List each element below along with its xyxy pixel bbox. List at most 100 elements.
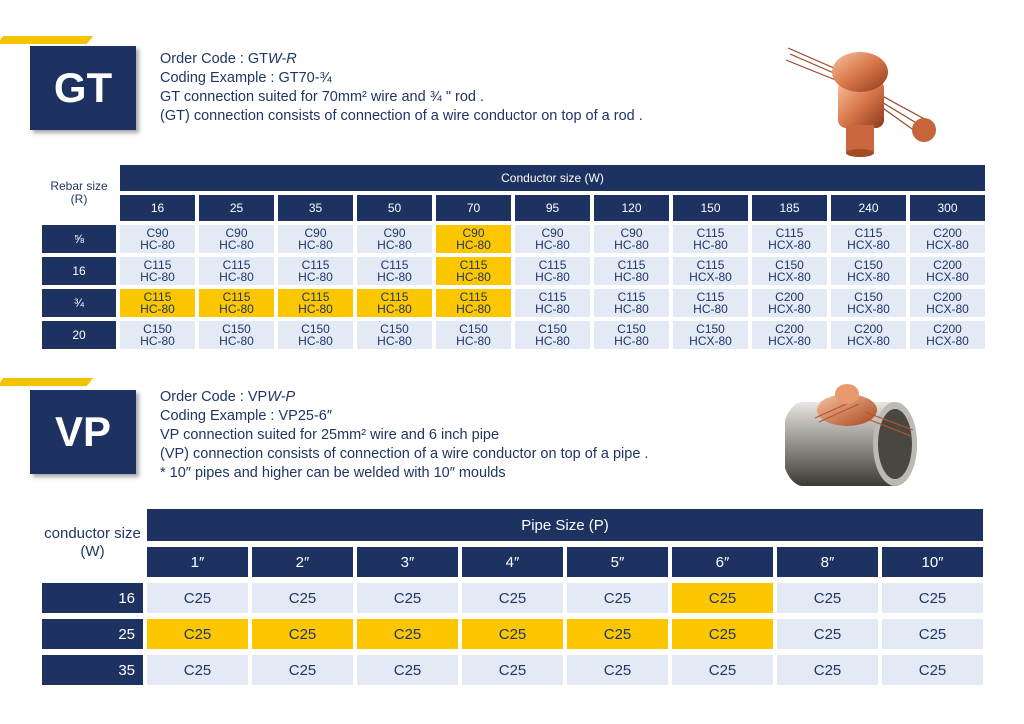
vp-cell: C25: [357, 619, 458, 649]
gt-cell-line: HCX-80: [926, 270, 969, 284]
gt-col-header: 240: [831, 195, 906, 221]
vp-row-label: 35: [42, 655, 143, 685]
gt-cell: C115 HC-80: [278, 289, 353, 317]
gt-cell-line: HC-80: [456, 270, 491, 284]
gt-order-code: Order Code : GTW-R: [160, 50, 643, 69]
gt-cell-line: HC-80: [456, 302, 491, 316]
gt-cell: C90 HC-80: [199, 225, 274, 253]
gt-col-header: 70: [436, 195, 511, 221]
gt-cell: C115 HC-80: [515, 257, 590, 285]
gt-row-label: 20: [42, 321, 116, 349]
gt-cell-line: C150: [301, 322, 330, 336]
gt-cell-line: HCX-80: [689, 334, 732, 348]
table-row: ¾ C115 HC-80 C115 HC-80 C115 HC-80 C115 HC-80 C11…: [42, 289, 985, 317]
gt-cell: C115 HC-80: [594, 257, 669, 285]
gt-cell-line: HCX-80: [689, 270, 732, 284]
gt-cell-line: C200: [933, 258, 962, 272]
gt-col-header: 185: [752, 195, 827, 221]
gt-cell-line: C115: [222, 290, 251, 304]
vp-order-code-suffix: W-P: [267, 389, 296, 405]
gt-cell-line: C115: [380, 290, 409, 304]
gt-cell-line: C115: [617, 258, 646, 272]
gt-table: Rebar size (R) Conductor size (W) 16 25 35 50…: [38, 161, 989, 353]
gt-col-header: 35: [278, 195, 353, 221]
gt-cell-line: C150: [617, 322, 646, 336]
gt-order-code-suffix: W-R: [267, 51, 297, 67]
gt-cell-line: HC-80: [140, 334, 175, 348]
vp-cell: C25: [882, 583, 983, 613]
gt-cell: C90 HC-80: [278, 225, 353, 253]
gt-cell: C200 HCX-80: [910, 225, 985, 253]
table-row: 20 C150 HC-80 C150 HC-80 C150 HC-80 C150 HC-80 C1…: [42, 321, 985, 349]
gt-cell-line: HC-80: [140, 302, 175, 316]
gt-cell-line: C150: [459, 322, 488, 336]
gt-cell-line: C115: [775, 226, 804, 240]
vp-col-header: 8″: [777, 547, 878, 577]
gt-cell-line: C115: [696, 226, 725, 240]
table-row: 25 C25 C25 C25 C25 C25 C25 C25 C25: [42, 619, 983, 649]
table-row: 16 C25 C25 C25 C25 C25 C25 C25 C25: [42, 583, 983, 613]
gt-cell-line: HCX-80: [847, 270, 890, 284]
gt-cell-line: C150: [696, 322, 725, 336]
gt-cell-line: C115: [143, 290, 172, 304]
gt-cell-line: C115: [696, 258, 725, 272]
vp-cell: C25: [147, 583, 248, 613]
gt-col-header: 300: [910, 195, 985, 221]
gt-cell-line: HC-80: [377, 238, 412, 252]
gt-cell-line: HC-80: [140, 238, 175, 252]
gt-description-2: (GT) connection consists of connection o…: [160, 108, 643, 124]
gt-cell-line: HC-80: [298, 238, 333, 252]
gt-cell: C150 HCX-80: [752, 257, 827, 285]
gt-cell: C150 HC-80: [199, 321, 274, 349]
gt-cell: C115 HC-80: [436, 289, 511, 317]
vp-cell: C25: [147, 655, 248, 685]
vp-cell: C25: [462, 619, 563, 649]
gt-cell-line: HCX-80: [847, 334, 890, 348]
gt-col-header: 50: [357, 195, 432, 221]
gt-cell-line: HCX-80: [768, 302, 811, 316]
gt-cell-line: C150: [380, 322, 409, 336]
vp-cell: C25: [672, 619, 773, 649]
gt-row-label: 16: [42, 257, 116, 285]
gt-cell: C115 HC-80: [673, 225, 748, 253]
vp-cell: C25: [567, 583, 668, 613]
gt-info: Order Code : GTW-R Coding Example : GT70…: [160, 50, 643, 126]
vp-cell: C25: [462, 655, 563, 685]
gt-cell-line: HC-80: [219, 270, 254, 284]
vp-cell: C25: [147, 619, 248, 649]
gt-row-label: ⅝: [42, 225, 116, 253]
gt-cell: C150 HCX-80: [831, 289, 906, 317]
gt-cell-line: HC-80: [377, 334, 412, 348]
gt-cell: C115 HCX-80: [673, 257, 748, 285]
vp-cell: C25: [777, 619, 878, 649]
gt-cell: C115 HC-80: [120, 257, 195, 285]
gt-cell: C200 HCX-80: [910, 257, 985, 285]
gt-cell-line: C150: [222, 322, 251, 336]
gt-cell-line: HC-80: [298, 334, 333, 348]
gt-cell: C115 HCX-80: [831, 225, 906, 253]
vp-cell: C25: [882, 619, 983, 649]
gt-cell: C200 HCX-80: [752, 289, 827, 317]
gt-cell-line: C90: [541, 226, 564, 240]
gt-cell-line: C150: [538, 322, 567, 336]
gt-cell-line: HC-80: [298, 302, 333, 316]
vp-description-1: VP connection suited for 25mm² wire and …: [160, 427, 500, 443]
vp-order-code: Order Code : VPW-P: [160, 388, 648, 407]
gt-cell: C115 HC-80: [594, 289, 669, 317]
gt-cell-line: HC-80: [219, 302, 254, 316]
accent-stripe-vp: [0, 378, 94, 386]
table-row: 35 C25 C25 C25 C25 C25 C25 C25 C25: [42, 655, 983, 685]
vp-cell: C25: [252, 619, 353, 649]
gt-cell-line: HC-80: [456, 334, 491, 348]
gt-cell: C90 HC-80: [515, 225, 590, 253]
vp-col-header: 4″: [462, 547, 563, 577]
vp-order-code-prefix: Order Code : VP: [160, 389, 268, 405]
gt-rowhead-title: Rebar size (R): [50, 179, 108, 206]
table-row: ⅝ C90 HC-80 C90 HC-80 C90 HC-80 C90 HC-80 C90 HC-8…: [42, 225, 985, 253]
gt-cell: C115 HC-80: [278, 257, 353, 285]
gt-cell-line: HCX-80: [926, 302, 969, 316]
gt-cell: C90 HC-80: [357, 225, 432, 253]
gt-cell-line: C115: [222, 258, 251, 272]
gt-cell-line: C90: [620, 226, 643, 240]
vp-col-header: 2″: [252, 547, 353, 577]
